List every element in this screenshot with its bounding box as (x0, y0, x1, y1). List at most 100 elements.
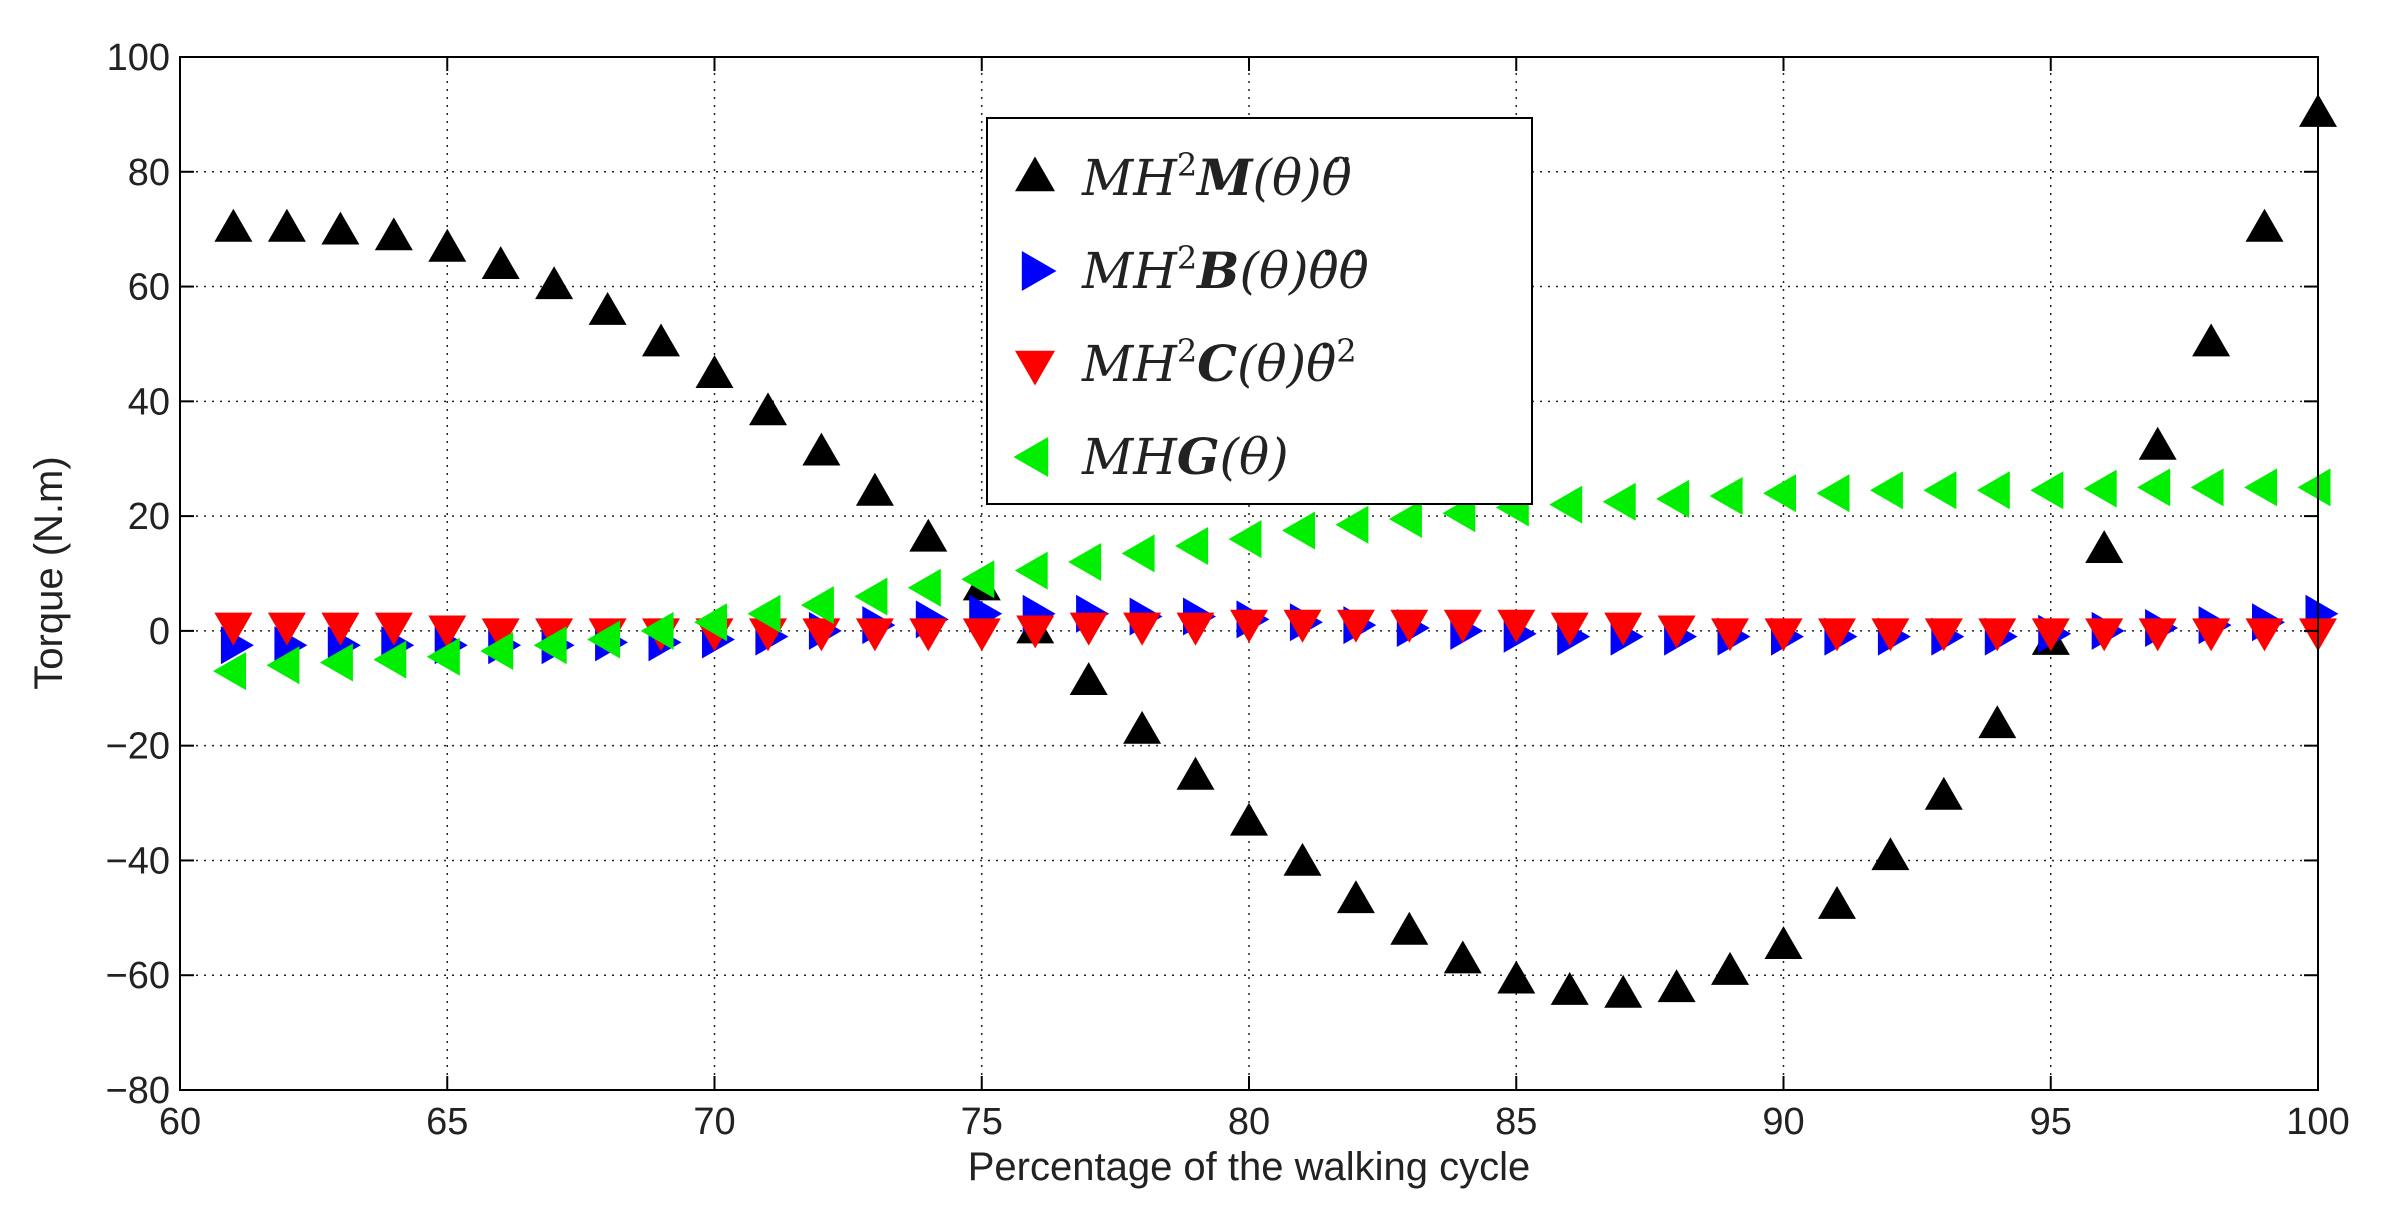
data-point (373, 640, 407, 679)
data-point (1763, 474, 1796, 513)
series-3 (214, 609, 2337, 652)
data-point (802, 432, 841, 466)
x-tick-label: 90 (1762, 1101, 1804, 1143)
data-point (214, 612, 253, 646)
data-point (1657, 969, 1696, 1003)
data-point (1016, 615, 1055, 649)
data-point (801, 586, 834, 625)
data-point (1123, 710, 1162, 744)
data-point (374, 612, 413, 646)
data-point (1443, 940, 1482, 974)
y-tick-label: 100 (107, 37, 170, 79)
data-point (802, 618, 841, 652)
legend-box (986, 117, 1533, 505)
data-point (909, 518, 948, 552)
legend-entry-1: MH2M(θ)θ̈ (1081, 146, 1352, 207)
data-point (2085, 618, 2124, 652)
data-point (1709, 477, 1743, 515)
legend-part-args: (θ)θ̈ (1253, 149, 1352, 207)
legend-part-args: (θ) (1220, 428, 1289, 486)
data-point (1550, 972, 1589, 1005)
data-point (1176, 756, 1215, 790)
data-point (481, 246, 520, 279)
axis-ticks: 60 65 70 75 80 85 90 95 100 100 80 60 40 20 0 −20 −40 −60… (106, 37, 2350, 1143)
data-point (374, 217, 413, 251)
data-point (2297, 468, 2331, 507)
legend-part-args: (θ)θ̇ (1237, 335, 1336, 393)
data-point (267, 208, 306, 242)
data-point (1228, 520, 1262, 559)
data-point (640, 611, 674, 650)
data-point (2031, 618, 2070, 652)
legend-marker (1015, 156, 1055, 192)
data-point (909, 618, 948, 652)
legend-part-sup: 2 (1177, 146, 1197, 184)
data-point (2245, 618, 2284, 652)
data-point (1068, 543, 1102, 581)
data-point (1656, 479, 1690, 518)
data-point (1816, 474, 1850, 513)
data-point (1978, 618, 2017, 652)
data-point (855, 618, 894, 652)
data-point (1069, 662, 1108, 695)
y-axis-label: Torque (N.m) (27, 456, 71, 689)
legend-part-mh: MH (1081, 335, 1178, 393)
data-point (1871, 618, 1910, 652)
data-point (2137, 468, 2171, 507)
data-point (1123, 612, 1162, 646)
legend-part-mh: MH (1081, 242, 1178, 300)
data-point (1764, 926, 1803, 959)
data-point (1871, 837, 1910, 871)
data-point (535, 266, 574, 300)
data-point (1230, 609, 1268, 643)
x-tick-label: 75 (961, 1101, 1003, 1143)
legend-part-args: (θ)θ̇θ̇ (1239, 242, 1368, 300)
data-point (2083, 469, 2117, 508)
data-point (695, 355, 734, 388)
data-point (2030, 471, 2064, 510)
x-tick-label: 65 (426, 1101, 468, 1143)
x-tick-label: 100 (2286, 1101, 2349, 1143)
x-tick-label: 80 (1228, 1101, 1270, 1143)
data-point (481, 618, 520, 652)
data-point (1924, 776, 1963, 810)
data-point (1335, 505, 1369, 544)
legend-part-mh: MH (1081, 428, 1178, 486)
y-tick-label: −80 (106, 1070, 170, 1112)
legend-entry-3: MH2C(θ)θ̇2 (1081, 332, 1357, 393)
data-point (749, 392, 787, 426)
legend-part-matrix: M (1195, 148, 1254, 207)
data-point (1764, 618, 1803, 652)
data-point (1604, 612, 1643, 646)
data-point (2138, 618, 2177, 652)
data-point (587, 620, 621, 659)
data-point (1069, 612, 1108, 646)
data-point (321, 211, 360, 245)
y-tick-label: 20 (128, 496, 170, 538)
data-point (1711, 951, 1749, 985)
data-point (214, 208, 253, 242)
data-point (1388, 500, 1422, 538)
data-point (1014, 551, 1048, 590)
data-point (319, 643, 353, 682)
data-point (907, 568, 941, 607)
data-point (1657, 615, 1696, 649)
data-point (1176, 612, 1215, 646)
data-point (1336, 880, 1375, 914)
series-4 (213, 468, 2331, 691)
data-point (1390, 911, 1429, 945)
data-point (533, 626, 567, 665)
data-point (1549, 485, 1583, 524)
x-tick-label: 95 (2030, 1101, 2072, 1143)
data-point (266, 646, 300, 685)
data-point (1282, 511, 1315, 550)
data-point (1550, 612, 1589, 646)
y-tick-label: −60 (106, 955, 170, 997)
data-point (1818, 618, 1856, 652)
data-point (2192, 323, 2231, 357)
data-point (1336, 609, 1375, 643)
data-point (747, 594, 781, 633)
